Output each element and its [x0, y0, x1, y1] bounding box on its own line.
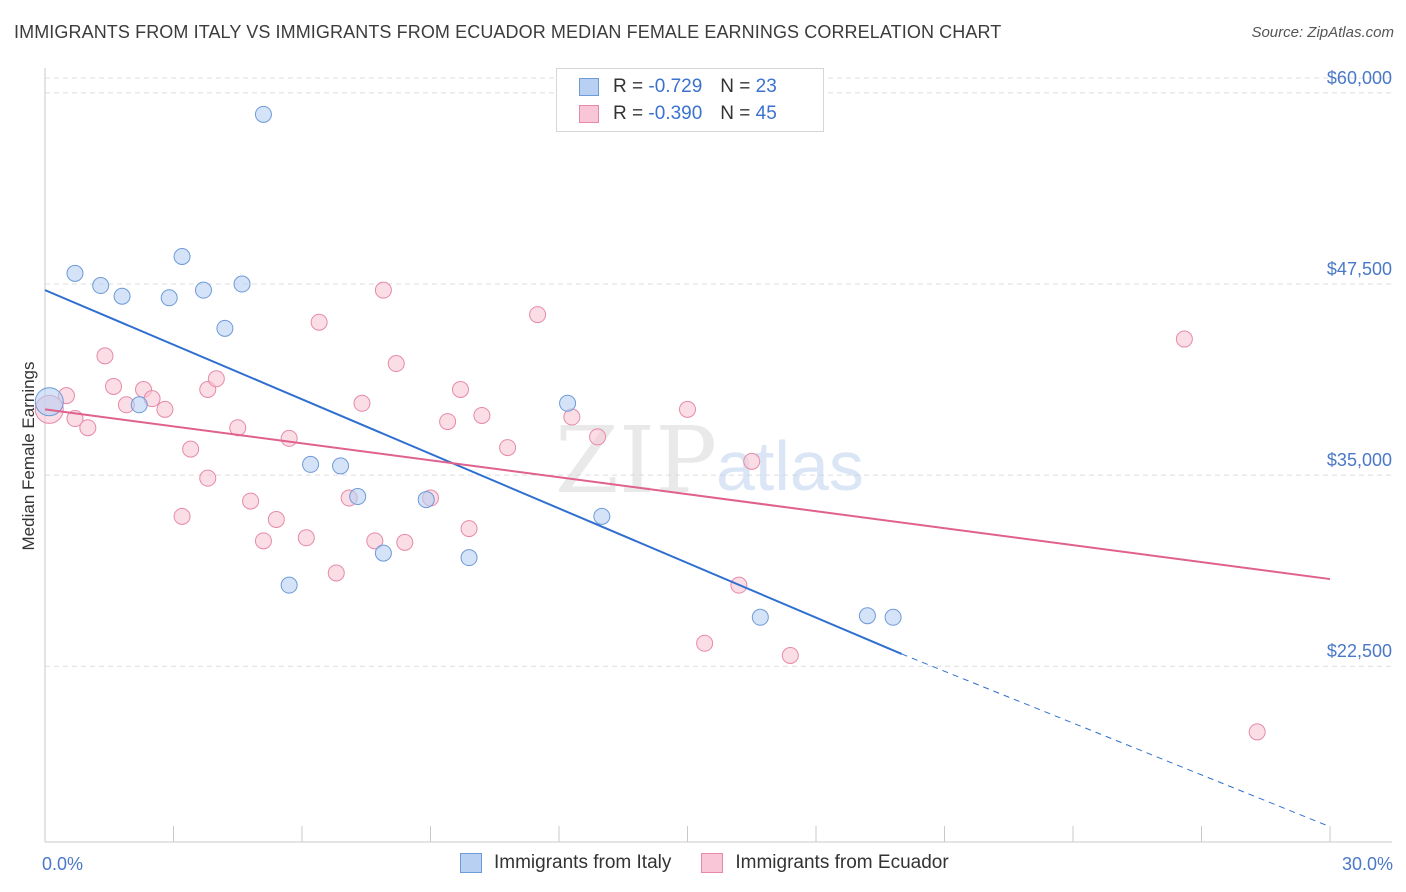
italy-point: [858, 607, 876, 625]
x-tick-label-max: 30.0%: [1342, 854, 1393, 874]
legend-row-ecuador: R = -0.390 N = 45: [579, 102, 777, 126]
ecuador-point: [589, 428, 607, 446]
ecuador-r-label: R =: [613, 103, 644, 124]
series-legend: Immigrants from Italy Immigrants from Ec…: [460, 852, 979, 874]
italy-trend-extension: [901, 653, 1331, 828]
legend-ecuador-label: Immigrants from Ecuador: [735, 852, 949, 873]
ecuador-point: [182, 440, 200, 458]
italy-point: [302, 455, 320, 473]
ecuador-point: [679, 400, 696, 418]
source-label: Source: ZipAtlas.com: [1251, 24, 1394, 41]
legend-item-ecuador: Immigrants from Ecuador: [701, 852, 949, 874]
ecuador-point: [696, 634, 714, 652]
ecuador-point: [460, 520, 478, 538]
y-tick-label: $35,000: [1327, 450, 1392, 470]
italy-point: [92, 277, 110, 295]
y-tick-label: $22,500: [1327, 641, 1392, 661]
ecuador-point: [310, 313, 328, 331]
ecuador-point: [781, 646, 799, 664]
y-axis-label: Median Female Earnings: [19, 362, 38, 551]
italy-point: [417, 491, 435, 509]
italy-point: [751, 608, 769, 626]
ecuador-point: [79, 419, 97, 437]
ecuador-point: [297, 529, 315, 547]
italy-n-label: N =: [720, 76, 751, 97]
ecuador-point: [499, 439, 517, 457]
ecuador-point: [451, 381, 469, 399]
trend-lines: [44, 289, 1331, 828]
ecuador-point: [353, 394, 371, 412]
axes: [44, 68, 1392, 843]
ecuador-point: [96, 347, 114, 365]
ecuador-point: [327, 564, 345, 582]
legend-italy-swatch: [460, 853, 482, 873]
ecuador-point: [396, 533, 414, 551]
italy-point: [130, 396, 148, 414]
italy-point: [254, 105, 272, 123]
ecuador-point: [173, 507, 191, 525]
x-tick-label-min: 0.0%: [42, 854, 83, 874]
legend-row-italy: R = -0.729 N = 23: [579, 75, 777, 99]
ecuador-point: [207, 370, 225, 388]
y-tick-label: $60,000: [1327, 68, 1392, 88]
italy-r-label: R =: [613, 76, 644, 97]
ecuador-point: [366, 532, 384, 550]
ecuador-point: [1248, 723, 1266, 741]
italy-point: [884, 608, 902, 626]
y-tick-label: $47,500: [1327, 259, 1392, 279]
italy-swatch: [579, 78, 599, 96]
ecuador-point: [439, 413, 457, 431]
italy-point: [460, 549, 478, 567]
ecuador-swatch: [579, 105, 599, 123]
ecuador-point: [105, 377, 123, 395]
tick-labels: $22,500 $35,000 $47,500 $60,000 0.0% 30.0%: [42, 68, 1393, 874]
italy-series: [34, 105, 902, 626]
ecuador-trend-line: [44, 408, 1331, 581]
ecuador-n-label: N =: [720, 103, 751, 124]
italy-point: [233, 275, 251, 293]
italy-point: [113, 287, 131, 305]
italy-point: [593, 507, 611, 525]
watermark-zip: ZIP: [555, 407, 717, 514]
italy-n-value: 23: [755, 76, 777, 97]
ecuador-point: [242, 492, 260, 510]
italy-point: [332, 457, 350, 475]
italy-point: [66, 264, 84, 282]
italy-point: [194, 281, 212, 299]
ecuador-point: [254, 532, 272, 550]
italy-point: [173, 248, 191, 266]
chart-title: IMMIGRANTS FROM ITALY VS IMMIGRANTS FROM…: [14, 22, 1002, 42]
ecuador-point: [199, 469, 217, 487]
legend-ecuador-swatch: [701, 853, 724, 873]
legend-italy-label: Immigrants from Italy: [494, 852, 672, 873]
ecuador-point: [280, 429, 298, 447]
grid-lines: [45, 77, 1392, 667]
legend-item-italy: Immigrants from Italy: [460, 852, 671, 874]
italy-trend-line: [44, 289, 903, 655]
italy-point: [559, 394, 577, 412]
ecuador-point: [387, 355, 405, 373]
ecuador-point: [267, 510, 285, 528]
italy-point: [160, 289, 178, 307]
italy-point: [34, 387, 64, 417]
watermark: ZIP atlas: [555, 407, 864, 514]
italy-point: [349, 488, 367, 506]
italy-point: [280, 576, 298, 594]
italy-r-value: -0.729: [648, 76, 703, 97]
ecuador-point: [743, 452, 761, 470]
ecuador-r-value: -0.390: [648, 103, 703, 124]
ecuador-point: [473, 406, 491, 424]
ecuador-point: [1175, 330, 1193, 348]
ecuador-point: [156, 400, 174, 418]
italy-point: [374, 544, 392, 562]
ecuador-n-value: 45: [755, 103, 777, 124]
ecuador-point: [529, 306, 547, 324]
italy-point: [216, 319, 234, 337]
watermark-atlas: atlas: [716, 427, 864, 505]
ecuador-point: [374, 281, 392, 299]
correlation-legend: R = -0.729 N = 23 R = -0.390 N = 45: [556, 68, 824, 132]
